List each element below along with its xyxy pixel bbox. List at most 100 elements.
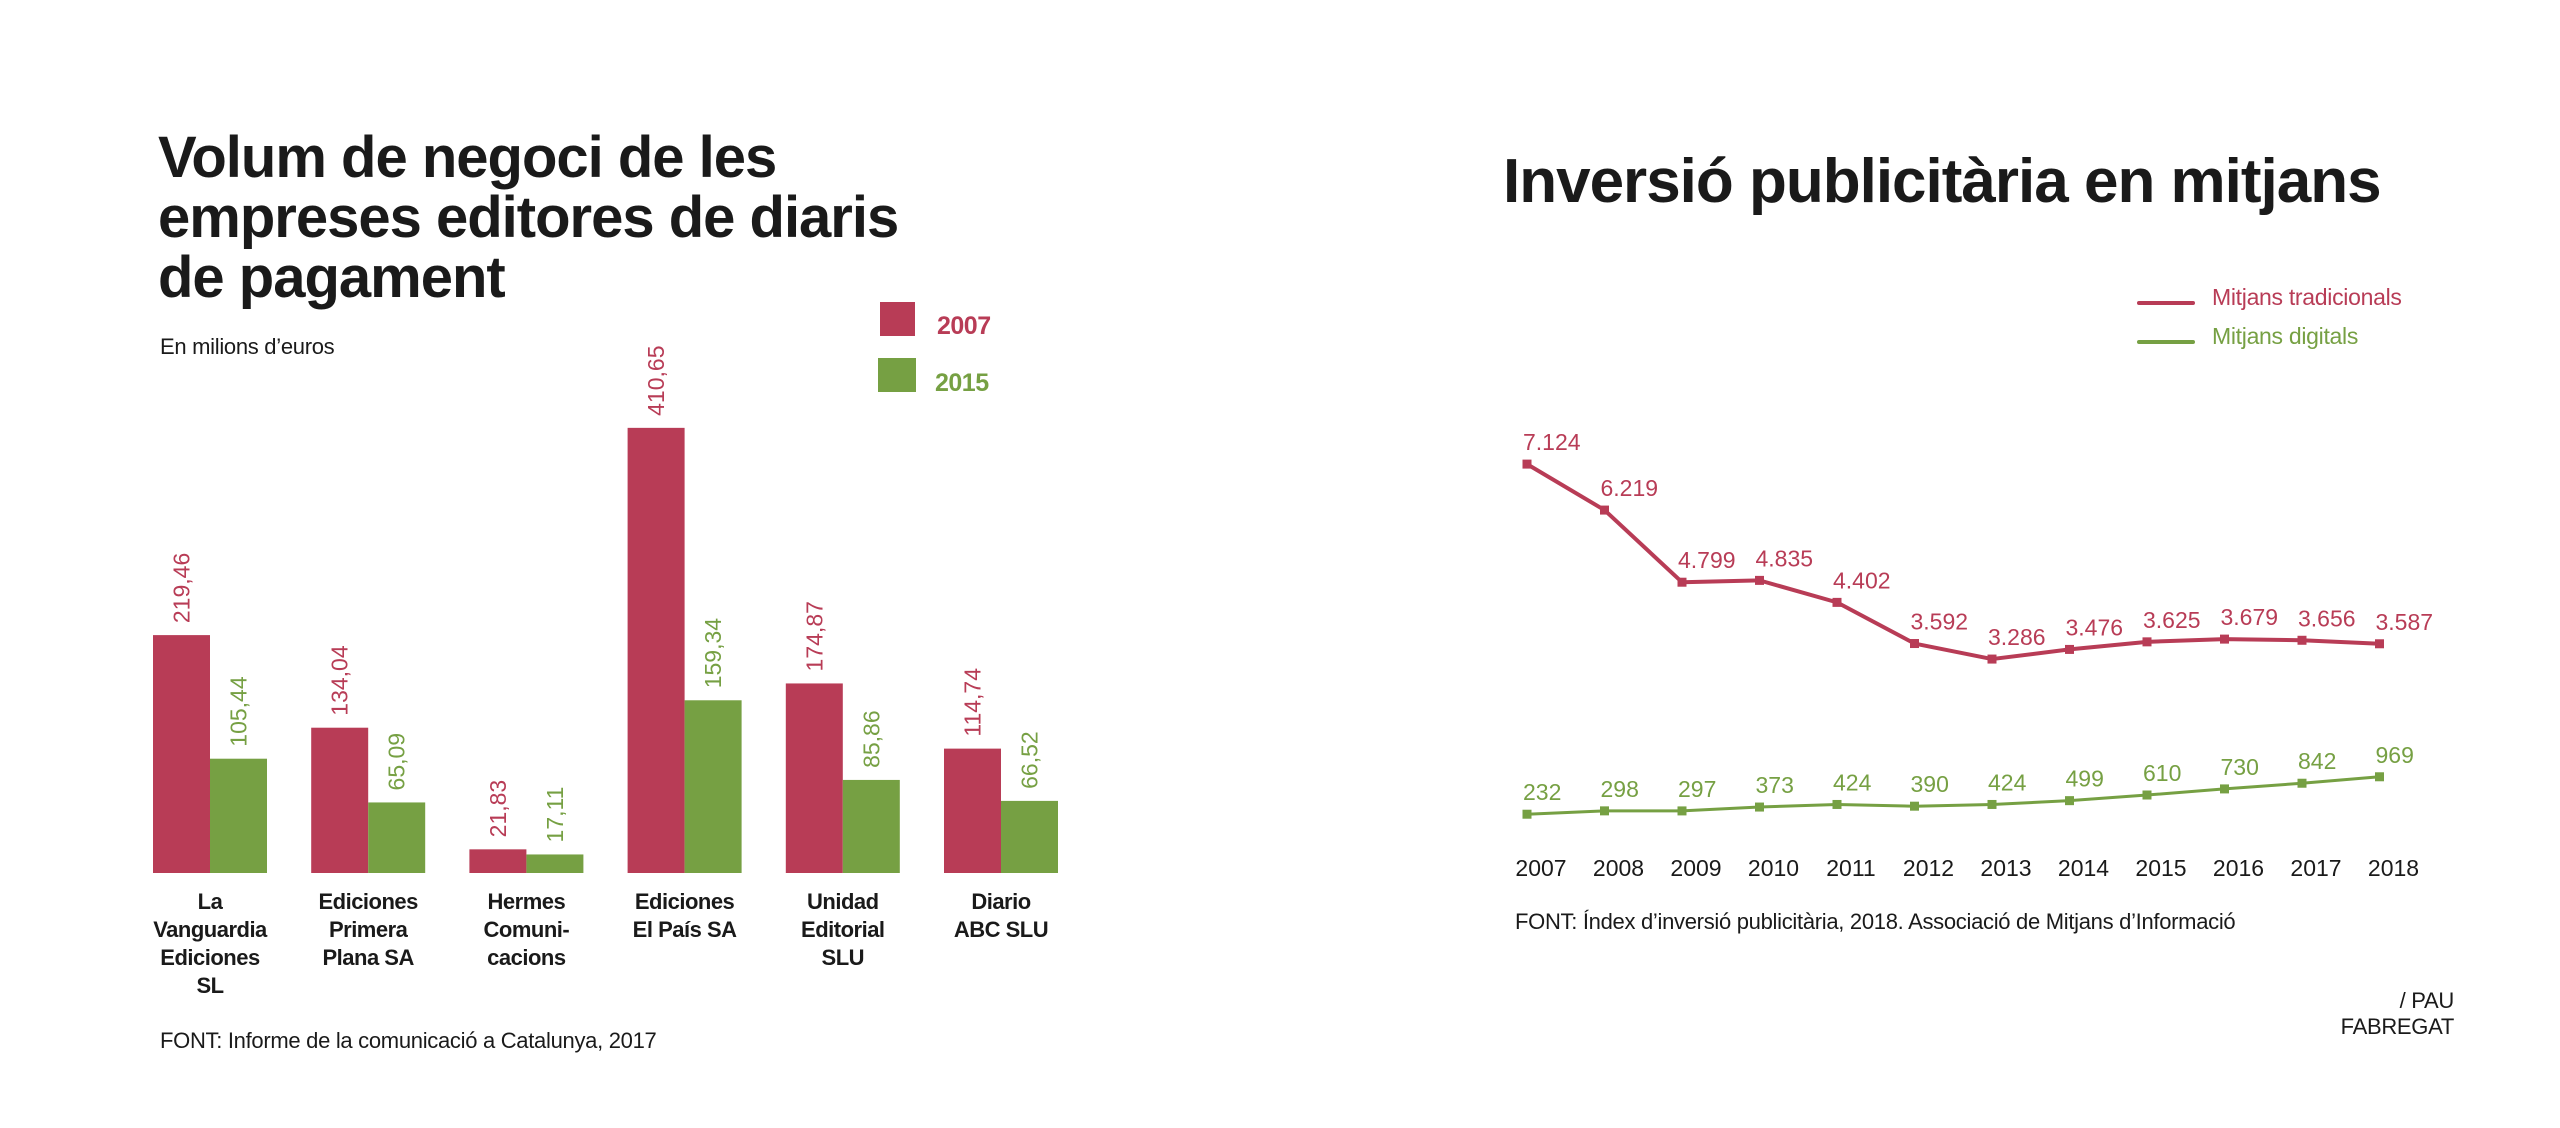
legend-label-2007: 2007: [937, 312, 991, 340]
data-point-marker: [2297, 635, 2307, 645]
bar-2015: [1001, 800, 1058, 873]
category-label: Diario ABC SLU: [926, 888, 1076, 944]
category-label-line: La: [197, 889, 223, 914]
data-point-label: 610: [2143, 760, 2181, 786]
data-point-label: 7.124: [1523, 429, 1581, 455]
data-point-marker: [2375, 772, 2384, 782]
data-point-marker: [2220, 634, 2229, 644]
line-chart-plot: 7.124 6.219 4.799 4.835 4.402 3.592 3.286 3.476…: [1515, 429, 2433, 881]
bar-2007: [311, 727, 369, 873]
data-point-marker: [1522, 809, 1532, 819]
data-point-label: 373: [1756, 772, 1794, 798]
category-label-line: Primera: [328, 917, 408, 942]
data-point-marker: [1600, 806, 1609, 816]
bar-chart-title: Volum de negoci de les empreses editores…: [158, 128, 1058, 308]
x-tick-label: 2017: [2290, 855, 2341, 881]
data-point-label: 298: [1601, 776, 1639, 802]
data-point-marker: [1677, 806, 1687, 816]
category-label: Hermes Comuni-cacions: [451, 888, 601, 972]
bar-2015: [368, 802, 426, 873]
bar-2007: [469, 849, 527, 873]
category-label-line: Ediciones: [160, 945, 260, 970]
data-point-label: 969: [2376, 742, 2414, 768]
data-point-label: 424: [1988, 769, 2027, 795]
line-digital: [1526, 775, 2380, 816]
bar-value-label: 66,52: [1017, 731, 1043, 789]
data-point-label: 3.656: [2298, 605, 2356, 631]
bar-value-label: 85,86: [858, 710, 884, 768]
bar-value-label: 65,09: [384, 733, 410, 791]
data-point-marker: [1755, 802, 1764, 812]
legend-label-2015: 2015: [935, 369, 989, 397]
category-label: Ediciones El País SA: [610, 888, 760, 944]
legend-swatch-2007: [880, 302, 915, 336]
data-point-label: 3.679: [2221, 604, 2279, 630]
bar-value-label: 114,74: [960, 668, 986, 737]
bar-chart-subtitle: En milions d’euros: [160, 334, 335, 359]
data-point-marker: [2375, 639, 2384, 649]
bar-value-label: 21,83: [485, 780, 511, 838]
category-label-line: Comuni-: [483, 917, 570, 942]
data-point-marker: [1600, 505, 1609, 515]
bar-value-label: 174,87: [801, 601, 827, 671]
x-tick-label: 2007: [1515, 855, 1566, 881]
data-point-marker: [1755, 575, 1764, 585]
legend-swatch-2015: [878, 358, 916, 392]
data-point-label: 730: [2221, 754, 2259, 780]
data-point-label: 842: [2298, 748, 2336, 774]
category-label: Unidad Editorial SLU: [768, 888, 918, 972]
category-label-line: Diario: [971, 889, 1031, 914]
data-point-marker: [2142, 790, 2152, 800]
bar-2007: [944, 748, 1001, 873]
bar-chart-title-line: Volum de negoci de les: [158, 125, 777, 190]
data-point-marker: [2142, 637, 2152, 647]
data-point-marker: [2297, 778, 2307, 788]
category-label: La Vanguardia Ediciones SL: [135, 888, 285, 1000]
data-point-label: 232: [1523, 779, 1561, 805]
data-point-label: 499: [2066, 766, 2104, 792]
category-label-line: cacions: [487, 945, 566, 970]
category-label-line: Ediciones: [318, 889, 418, 914]
x-tick-label: 2011: [1826, 855, 1875, 881]
bar-chart-plot: 219,46 105,44 134,04 65,09 21,83 17,11 410,65 1…: [153, 345, 1058, 873]
x-tick-label: 2013: [1980, 855, 2031, 881]
bar-value-label: 219,46: [169, 553, 195, 623]
data-point-label: 3.592: [1911, 609, 1969, 635]
x-tick-label: 2016: [2213, 855, 2264, 881]
category-label-line: SLU: [821, 945, 865, 970]
legend-label-traditional: Mitjans tradicionals: [2212, 284, 2402, 310]
bar-2015: [684, 700, 742, 873]
line-chart-source: FONT: Índex d’inversió publicitària, 201…: [1515, 909, 2236, 934]
data-point-marker: [1677, 577, 1687, 587]
data-point-label: 424: [1833, 769, 1872, 795]
bar-2015: [842, 779, 900, 873]
data-point-label: 6.219: [1601, 475, 1659, 501]
category-label-line: Ediciones: [634, 889, 735, 914]
bar-2015: [526, 854, 584, 873]
bar-2015: [210, 758, 267, 873]
author-credit: / PAU FABREGAT: [2340, 988, 2455, 1039]
legend-label-digital: Mitjans digitals: [2212, 323, 2359, 349]
bar-2007: [785, 683, 843, 873]
data-point-marker: [1522, 459, 1532, 469]
data-point-label: 3.476: [2066, 614, 2124, 640]
category-label-line: El País SA: [632, 917, 737, 942]
data-point-label: 390: [1911, 771, 1949, 797]
data-point-marker: [2220, 784, 2229, 794]
bar-chart-title-line: empreses editores de diaris: [158, 185, 899, 250]
bar-value-label: 159,34: [700, 618, 726, 689]
category-label-line: SL: [196, 973, 224, 998]
x-tick-label: 2008: [1593, 855, 1644, 881]
line-traditional: [1525, 462, 2380, 662]
bar-chart-source: FONT: Informe de la comunicació a Catalu…: [160, 1028, 657, 1053]
category-label-line: Unidad: [807, 889, 879, 914]
category-label: Ediciones Primera Plana SA: [293, 888, 443, 972]
bar-2007: [153, 635, 210, 873]
data-point-marker: [1987, 799, 1997, 809]
bar-value-label: 134,04: [327, 645, 353, 716]
x-tick-label: 2014: [2058, 855, 2109, 881]
data-point-label: 4.799: [1678, 547, 1736, 573]
data-point-label: 4.835: [1756, 545, 1814, 571]
bar-value-label: 105,44: [226, 676, 252, 747]
x-tick-label: 2015: [2135, 855, 2186, 881]
